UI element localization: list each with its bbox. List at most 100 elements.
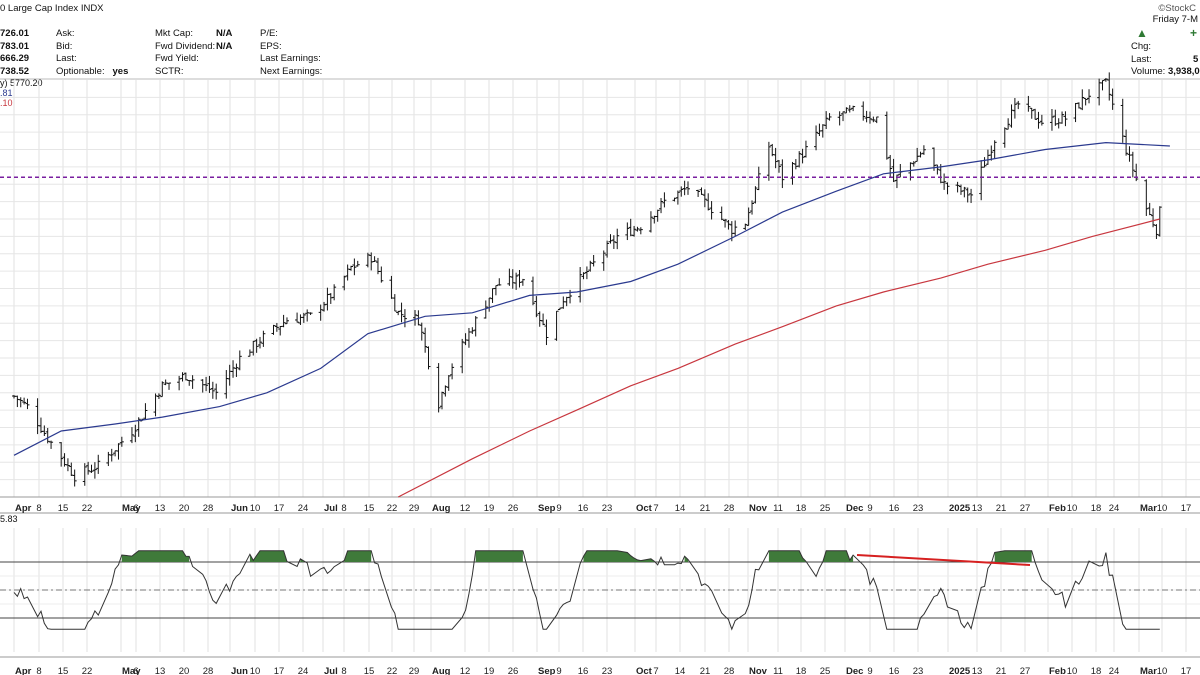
x-tick-label: 10 <box>1157 666 1168 675</box>
x-tick-label: 8 <box>36 503 41 514</box>
ohlc-bar <box>86 461 91 475</box>
ohlc-bar <box>1073 102 1078 123</box>
ohlc-bar <box>817 123 822 137</box>
ohlc-bar <box>497 278 502 286</box>
ohlc-bar <box>308 312 313 315</box>
ohlc-bar <box>682 180 687 196</box>
x-tick-label: 17 <box>1181 503 1192 514</box>
x-tick-label: 7 <box>653 666 658 675</box>
ohlc-bar <box>847 105 852 113</box>
legend-ma200: .10 <box>0 98 13 108</box>
overbought-fill <box>344 550 372 562</box>
x-tick-label: 12 <box>460 666 471 675</box>
ohlc-bar <box>884 111 889 160</box>
ohlc-bar <box>493 285 498 296</box>
ohlc-bar <box>365 252 370 268</box>
ohlc-bar <box>709 201 714 220</box>
ohlc-bar <box>871 116 876 123</box>
ohlc-bar <box>514 272 519 290</box>
ask-label: Ask: <box>56 28 75 39</box>
ohlc-bar <box>699 187 704 195</box>
ohlc-bar <box>1049 108 1054 131</box>
ohlc-bar <box>1039 114 1044 126</box>
ohlc-bar <box>581 272 586 280</box>
ohlc-bar <box>281 314 286 328</box>
ohlc-bar <box>332 284 337 301</box>
ohlc-bar <box>675 190 680 205</box>
price-value: 783.01 <box>0 40 30 52</box>
ohlc-bar <box>402 309 407 328</box>
x-tick-label: 13 <box>972 503 983 514</box>
ohlc-bar <box>750 200 755 215</box>
x-tick-label: 10 <box>1067 666 1078 675</box>
ohlc-bar <box>15 395 20 408</box>
ohlc-bar <box>861 101 866 121</box>
ohlc-bar <box>874 116 879 124</box>
x-tick-label: 28 <box>724 666 735 675</box>
chart-date: Friday 7-M <box>1152 14 1198 25</box>
ohlc-bar <box>578 267 583 303</box>
ohlc-bar <box>520 278 525 286</box>
overbought-fill <box>822 550 854 562</box>
overbought-fill <box>768 550 806 562</box>
fwd-yield-value: N/A <box>216 40 233 52</box>
x-tick-label: Sep <box>538 666 556 675</box>
ohlc-bar <box>780 159 785 189</box>
overbought-fill <box>249 550 287 562</box>
x-tick-label: 24 <box>298 503 309 514</box>
x-tick-label: 15 <box>58 666 69 675</box>
x-tick-label: 13 <box>972 666 983 675</box>
ohlc-bar <box>686 181 690 195</box>
ohlc-bar <box>224 370 229 399</box>
x-tick-label: Apr <box>15 666 32 675</box>
ohlc-bar <box>766 141 771 181</box>
ohlc-bar <box>753 186 758 204</box>
ohlc-bar <box>659 198 664 214</box>
ohlc-bar <box>958 184 963 195</box>
x-tick-label: 22 <box>82 503 93 514</box>
ohlc-bar <box>133 424 138 443</box>
ohlc-bar <box>156 393 161 399</box>
ohlc-bar <box>129 427 134 444</box>
price-value: 726.01 <box>0 28 30 39</box>
x-tick-label: 17 <box>1181 666 1192 675</box>
right-labels: Chg: Last: 5 Volume: 3,938,0 <box>1131 41 1200 79</box>
fundamentals-labels: Mkt Cap: Fwd Dividend: Fwd Yield: SCTR: <box>155 28 215 78</box>
x-tick-label: 8 <box>341 666 346 675</box>
ohlc-bar <box>746 207 751 226</box>
ohlc-bar <box>1100 80 1105 91</box>
fundamentals-values: N/A N/A <box>216 28 232 53</box>
divergence-trendline <box>856 554 1031 566</box>
x-tick-label: 16 <box>889 666 900 675</box>
ohlc-bar <box>696 189 701 197</box>
ohlc-bar <box>345 264 350 281</box>
chg-label: Chg: <box>1131 41 1152 52</box>
ohlc-bar <box>72 469 77 487</box>
ohlc-bar <box>392 294 397 312</box>
ohlc-bar <box>69 462 74 476</box>
ohlc-bar <box>254 338 259 353</box>
ohlc-bar <box>470 327 475 334</box>
x-tick-label: 9 <box>867 666 872 675</box>
ohlc-bar <box>473 316 478 337</box>
eps-label: EPS: <box>260 40 282 52</box>
ohlc-bar <box>1110 88 1115 110</box>
ohlc-bar <box>584 266 589 280</box>
ohlc-bar <box>180 372 185 382</box>
x-tick-label: Nov <box>749 503 768 514</box>
x-tick-label: 25 <box>820 503 831 514</box>
ohlc-bar <box>935 164 940 175</box>
x-tick-label: Feb <box>1049 666 1066 675</box>
pe-label: P/E: <box>260 28 278 39</box>
x-tick-label: 25 <box>820 666 831 675</box>
fwd-dividend-label: Fwd Dividend: <box>155 40 216 52</box>
ohlc-bar <box>1036 111 1041 129</box>
ohlc-bar <box>59 442 64 467</box>
ohlc-bar <box>1107 72 1112 101</box>
ohlc-bar <box>258 336 263 349</box>
last-right-label: Last: 5 <box>1131 54 1200 67</box>
ohlc-bar <box>1083 98 1088 106</box>
ohlc-bar <box>271 324 276 335</box>
